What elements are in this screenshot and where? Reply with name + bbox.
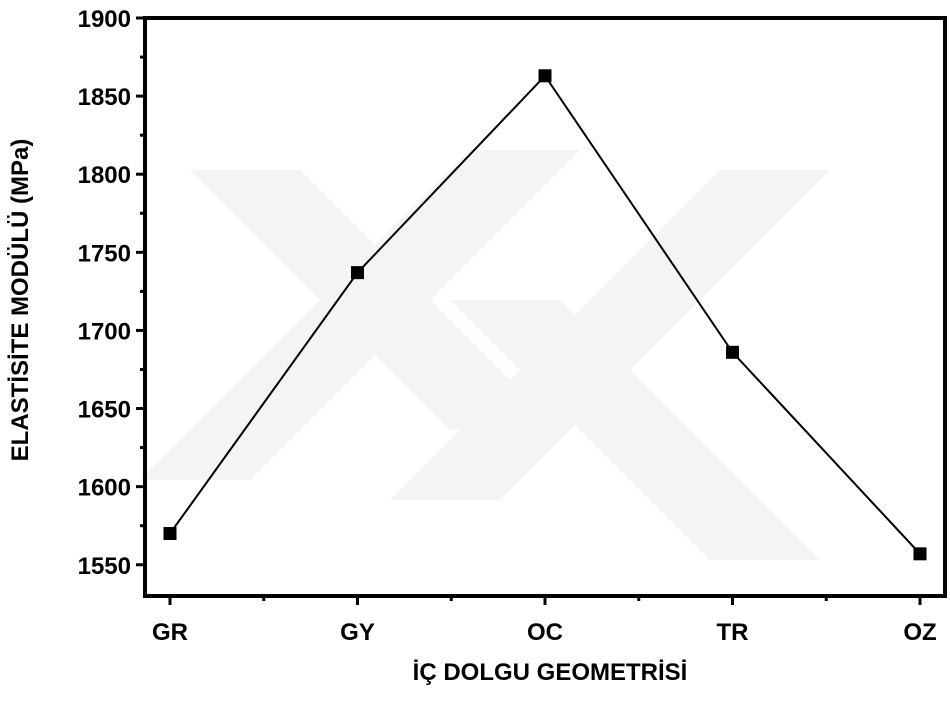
data-point (913, 547, 927, 561)
y-tick-label: 1800 (78, 162, 131, 189)
data-point (163, 527, 177, 541)
data-point (351, 266, 364, 280)
y-tick-label: 1750 (78, 240, 131, 267)
y-axis-label: ELASTİSİTE MODÜLÜ (MPa) (7, 139, 34, 462)
data-point (726, 345, 739, 359)
watermark (140, 150, 830, 560)
y-tick-label: 1600 (78, 475, 131, 502)
x-tick-label: OC (527, 619, 563, 646)
data-point (538, 69, 552, 83)
y-tick-label: 1700 (78, 318, 131, 345)
x-tick-label: GY (340, 619, 375, 646)
x-tick-label: OZ (903, 619, 936, 646)
x-tick-label: TR (717, 619, 749, 646)
y-tick-label: 1550 (78, 553, 131, 580)
y-tick-label: 1900 (78, 6, 131, 33)
y-tick-label: 1650 (78, 397, 131, 424)
x-tick-label: GR (152, 619, 188, 646)
x-axis-label: İÇ DOLGU GEOMETRİSİ (413, 659, 688, 686)
y-tick-label: 1850 (78, 84, 131, 111)
